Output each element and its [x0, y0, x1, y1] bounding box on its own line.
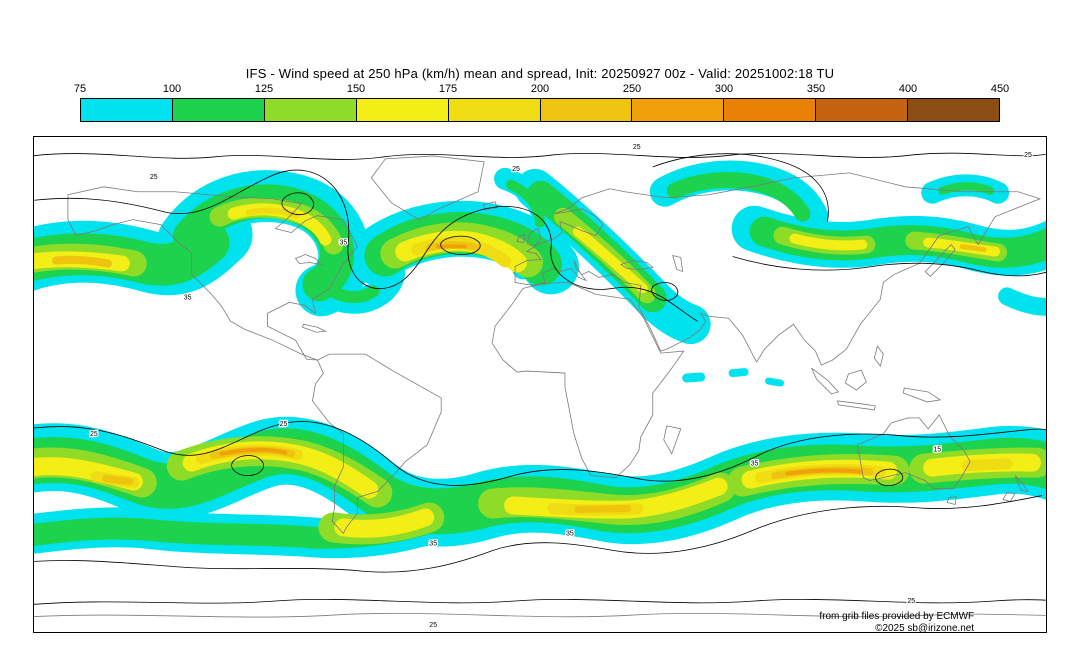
contour-label: 35: [340, 240, 348, 247]
contour-label: 25: [907, 598, 915, 605]
colorbar-tick-label: 300: [714, 83, 734, 95]
contour-label: 35: [566, 530, 574, 537]
colorbar-tick-label: 175: [438, 83, 458, 95]
colorbar-segment: [81, 99, 173, 121]
map-panel: 25 25 25 25 35 35 25 25 35 15 35 35 25 25 from grib f…: [33, 136, 1047, 633]
contour-label: 35: [751, 461, 759, 468]
coast-britain: [526, 228, 542, 248]
coast-caspian-sea: [672, 254, 684, 273]
colorbar-segment: [816, 99, 909, 121]
colorbar-segment: [356, 99, 449, 121]
contour-label: 25: [150, 174, 158, 181]
colorbar-tick-label: 200: [530, 83, 550, 95]
colorbar-tick-labels: 75 100 125 150 175 200 250 300 350 400 450: [0, 83, 1080, 96]
contour-label: 25: [90, 431, 98, 438]
spread-contours: [34, 152, 1046, 605]
contour-label: 25: [1024, 152, 1032, 159]
attribution-source: from grib files provided by ECMWF: [819, 611, 974, 622]
colorbar: [80, 98, 1000, 122]
coast-great-lakes: [294, 254, 323, 266]
coast-caribbean: [301, 323, 327, 333]
coast-black-sea: [619, 260, 654, 270]
contour-label: 25: [429, 622, 437, 629]
coast-iceland: [482, 201, 498, 211]
coast-antarctica: [34, 612, 1046, 618]
contour-label: 25: [512, 166, 520, 173]
colorbar-segment: [264, 99, 357, 121]
world-map-svg: 25 25 25 25 35 35 25 25 35 15 35 35 25 25 from grib f…: [34, 143, 1046, 632]
coast-tasmania: [946, 496, 957, 506]
coast-australia: [856, 414, 971, 489]
colorbar-tick-label: 250: [622, 83, 642, 95]
coast-madagascar: [663, 425, 682, 455]
colorbar-tick-label: 100: [162, 83, 182, 95]
colorbar-segment: [908, 99, 1000, 121]
contour-labels: 25 25 25 25 35 35 25 25 35 15 35 35 25 25: [89, 143, 1034, 631]
wind-speed-shading: [34, 160, 1046, 559]
coast-north-america: [67, 186, 358, 361]
contour-label: 35: [184, 294, 192, 301]
colorbar-segment: [724, 99, 817, 121]
colorbar-segment: [632, 99, 725, 121]
chart-title: IFS - Wind speed at 250 hPa (km/h) mean …: [245, 66, 835, 81]
coast-philippines: [873, 345, 884, 367]
coast-greenland: [370, 155, 485, 221]
coast-eurasia: [514, 172, 1042, 366]
colorbar-tick-label: 125: [254, 83, 274, 95]
coastlines: [34, 155, 1046, 618]
contour-label: 15: [933, 447, 941, 454]
contour-label: 25: [633, 144, 641, 151]
coast-south-america: [312, 353, 442, 535]
colorbar-tick-label: 75: [73, 83, 87, 95]
colorbar-tick-label: 350: [806, 83, 826, 95]
colorbar-segment: [540, 99, 633, 121]
contour-label: 35: [429, 540, 437, 547]
contour-label: 25: [280, 421, 288, 428]
colorbar-tick-label: 400: [898, 83, 918, 95]
colorbar-segment: [172, 99, 265, 121]
coast-africa: [491, 282, 685, 479]
colorbar-segment: [448, 99, 541, 121]
attribution-copyright: ©2025 sb@irizone.net: [875, 623, 974, 632]
coast-new-guinea: [902, 387, 942, 403]
colorbar-tick-label: 150: [346, 83, 366, 95]
coast-borneo: [844, 369, 867, 391]
colorbar-tick-label: 450: [990, 83, 1010, 95]
coast-java: [836, 400, 876, 411]
coast-sumatra: [811, 367, 840, 395]
coast-japan: [924, 243, 956, 278]
coast-ireland: [516, 234, 526, 244]
